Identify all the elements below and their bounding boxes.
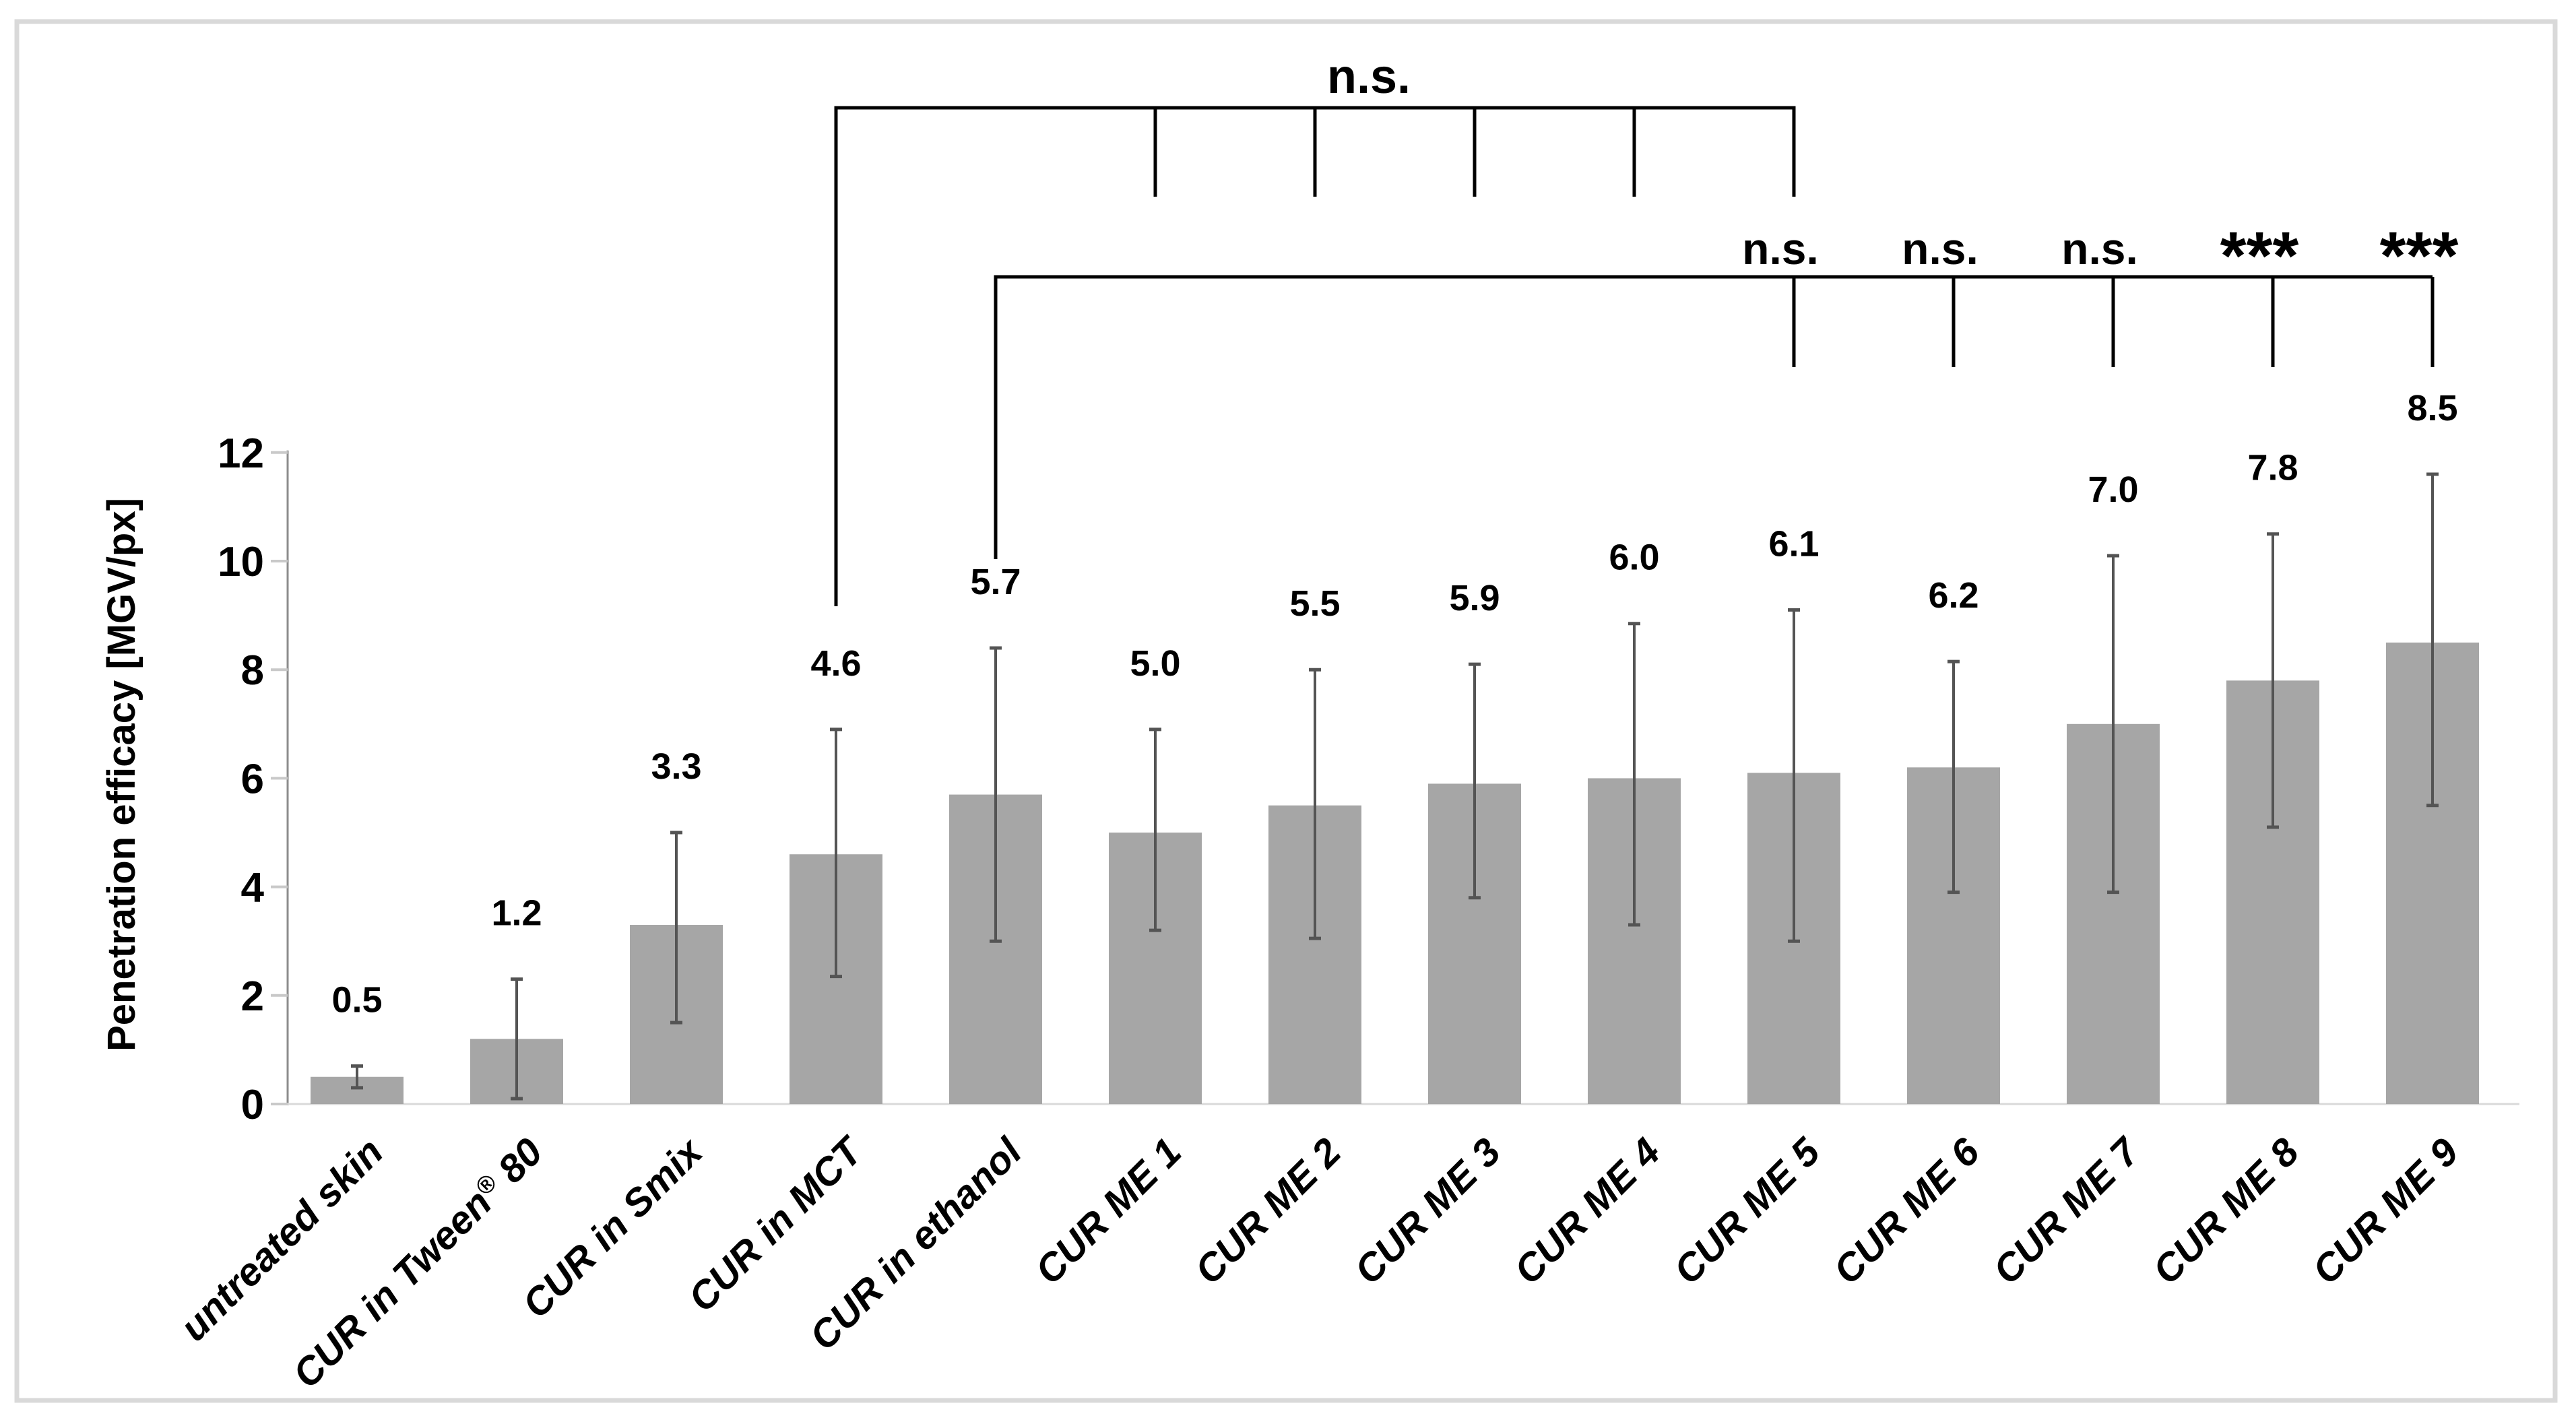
x-axis-label-cur-me-7: CUR ME 7 [1985,1128,2149,1293]
bars-group [311,642,2479,1104]
x-axis-label-cur-me-6: CUR ME 6 [1825,1130,1988,1293]
error-bar-cur-me-1 [1149,727,1161,932]
value-label-cur-me-5: 6.1 [1768,524,1819,564]
value-label-cur-in-tween-80: 1.2 [491,893,542,934]
error-bars-group [351,472,2439,1101]
error-bar-cur-in-smix [670,831,682,1025]
significance-label: n.s. [1902,224,1978,273]
value-label-cur-me-3: 5.9 [1449,578,1500,618]
y-axis-tick-label: 12 [218,430,264,477]
significance-label: n.s. [1327,50,1411,104]
error-bar-cur-me-8 [2267,532,2279,829]
value-label-cur-me-6: 6.2 [1928,575,1978,616]
y-axis-tick-label: 10 [218,539,264,585]
error-bar-cur-me-7 [2107,554,2119,895]
y-axis-tick-label: 4 [241,865,265,911]
significance-label: *** [2380,218,2459,294]
y-axis-tick-label: 6 [241,756,264,802]
value-label-cur-me-8: 7.8 [2247,448,2298,488]
error-bar-cur-me-5 [1788,608,1800,943]
y-axis-tick-label: 0 [241,1082,264,1128]
value-label-cur-me-1: 5.0 [1130,643,1180,684]
value-label-cur-me-9: 8.5 [2407,388,2457,428]
significance-brackets-group: n.s. n.s. n.s. n.s. *** *** [834,50,2459,606]
value-label-cur-me-4: 6.0 [1609,538,1659,578]
value-label-cur-me-7: 7.0 [2088,469,2138,510]
bracket-outline [994,275,2433,559]
y-axis: 0 2 4 6 8 10 12 [218,430,2519,1128]
figure-border [14,19,2558,1403]
error-bar-cur-in-tween-80 [511,977,523,1101]
x-axis-label-cur-me-5: CUR ME 5 [1665,1130,1828,1293]
error-bar-cur-me-3 [1469,662,1481,900]
bracket-row-1: n.s. [834,50,1796,606]
x-axis-label-cur-me-4: CUR ME 4 [1506,1130,1669,1293]
bracket-row-2: n.s. n.s. n.s. *** *** [994,218,2459,559]
error-bar-cur-in-ethanol [990,646,1002,943]
value-label-cur-in-smix: 3.3 [651,746,701,787]
value-label-untreated-skin: 0.5 [331,980,382,1020]
x-axis-label-cur-me-2: CUR ME 2 [1186,1130,1349,1293]
error-bar-cur-me-9 [2426,472,2439,808]
x-axis-label-cur-me-8: CUR ME 8 [2144,1130,2307,1293]
error-bar-cur-me-4 [1628,622,1640,927]
y-axis-tick-label: 2 [241,973,264,1020]
significance-label: *** [2220,218,2299,294]
significance-label: n.s. [2061,224,2138,273]
error-bar-cur-me-2 [1309,668,1321,940]
y-axis-tick-label: 8 [241,647,264,694]
error-bar-untreated-skin [351,1064,363,1090]
value-label-cur-in-ethanol: 5.7 [970,562,1021,602]
x-axis-label-cur-me-9: CUR ME 9 [2304,1130,2467,1293]
x-axis-label-cur-me-1: CUR ME 1 [1027,1130,1190,1293]
value-label-cur-in-mct: 4.6 [810,643,861,684]
error-bar-cur-in-mct [830,727,842,979]
figure-border-rect [14,19,2558,1403]
y-axis-title: Penetration efficacy [MGV/px] [100,498,143,1051]
x-axis-label-cur-me-3: CUR ME 3 [1346,1130,1509,1293]
value-labels-group: 0.5 1.2 3.3 4.6 5.7 5.0 5.5 5.9 6.0 6.1 6.2 7.0 7.8 8… [331,388,2457,1020]
value-label-cur-me-2: 5.5 [1289,583,1340,624]
error-bar-cur-me-6 [1947,659,1960,895]
significance-label: n.s. [1742,224,1819,273]
